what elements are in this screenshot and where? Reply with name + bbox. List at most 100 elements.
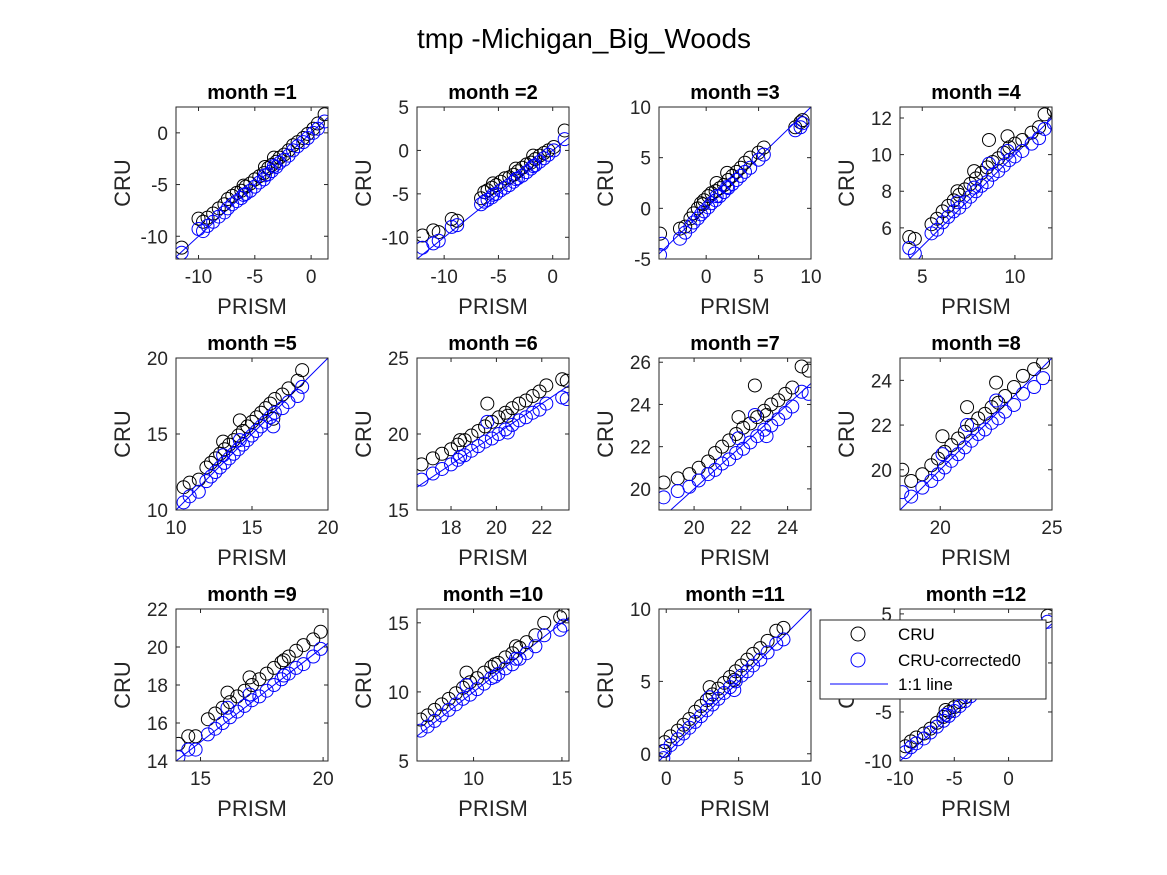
data-point bbox=[785, 399, 800, 414]
one-to-one-line bbox=[670, 382, 811, 510]
data-point bbox=[266, 411, 281, 426]
data-point bbox=[693, 207, 708, 222]
data-point bbox=[487, 657, 502, 672]
data-point bbox=[444, 457, 459, 472]
data-point bbox=[176, 245, 189, 259]
data-point bbox=[266, 150, 281, 165]
data-point bbox=[310, 116, 325, 131]
data-point bbox=[203, 469, 218, 484]
data-point bbox=[697, 204, 712, 219]
data-point bbox=[276, 668, 291, 683]
data-point bbox=[989, 375, 1004, 390]
data-point bbox=[902, 241, 917, 256]
data-point bbox=[557, 123, 569, 138]
y-tick-label: -10 bbox=[865, 752, 892, 773]
data-point bbox=[903, 740, 918, 755]
x-tick-label: -10 bbox=[185, 267, 212, 288]
data-point bbox=[234, 190, 249, 205]
x-tick-label: -10 bbox=[886, 769, 913, 790]
subplot-title: month =4 bbox=[931, 82, 1021, 104]
subplot-month-6: 18 20 22 15 20 25 month =6 PRISM CRU bbox=[351, 333, 570, 570]
data-point bbox=[902, 230, 917, 245]
series-cru-corrected0 bbox=[902, 116, 1052, 259]
one-to-one-line bbox=[417, 616, 569, 737]
x-tick-label: 10 bbox=[800, 267, 821, 288]
data-point bbox=[731, 410, 746, 425]
data-point bbox=[1015, 386, 1030, 401]
data-point bbox=[200, 712, 215, 727]
series-cru-corrected0 bbox=[417, 618, 569, 738]
data-point bbox=[231, 442, 246, 457]
y-tick-label: 10 bbox=[630, 600, 651, 621]
data-point bbox=[417, 723, 428, 738]
axes-box bbox=[658, 608, 812, 762]
data-point bbox=[553, 622, 568, 637]
data-point bbox=[936, 713, 951, 728]
data-point bbox=[984, 415, 999, 430]
data-point bbox=[182, 475, 197, 490]
x-tick-label: 0 bbox=[547, 267, 558, 288]
data-point bbox=[470, 682, 485, 697]
data-point bbox=[539, 396, 554, 411]
data-point bbox=[242, 670, 257, 685]
data-point bbox=[281, 649, 296, 664]
data-point bbox=[702, 680, 717, 695]
plot-area bbox=[659, 107, 811, 259]
data-point bbox=[215, 716, 230, 730]
data-point bbox=[699, 703, 714, 718]
y-tick-label: 24 bbox=[871, 371, 893, 392]
data-point bbox=[480, 396, 495, 411]
subplot-month-4: 5 10 6 8 10 12 month =4 PRISM CRU bbox=[834, 82, 1053, 319]
data-point bbox=[226, 433, 241, 448]
data-point bbox=[463, 687, 478, 702]
data-point bbox=[900, 745, 913, 760]
data-point bbox=[199, 474, 214, 489]
y-tick-label: 5 bbox=[881, 605, 892, 626]
data-point bbox=[281, 381, 296, 396]
data-point bbox=[980, 160, 995, 175]
x-axis-label: PRISM bbox=[700, 294, 770, 319]
data-point bbox=[659, 247, 668, 259]
data-point bbox=[471, 439, 486, 454]
data-point bbox=[971, 427, 986, 441]
y-tick-label: 15 bbox=[147, 425, 168, 446]
data-point bbox=[252, 175, 267, 190]
data-point bbox=[546, 143, 561, 158]
data-point bbox=[188, 742, 203, 757]
data-point bbox=[1000, 143, 1015, 158]
y-tick-label: 5 bbox=[398, 752, 409, 773]
data-point bbox=[935, 204, 950, 219]
data-point bbox=[484, 414, 499, 429]
data-point bbox=[686, 206, 701, 221]
one-to-one-line bbox=[900, 358, 1052, 510]
data-point bbox=[237, 683, 252, 698]
x-axis-label: PRISM bbox=[700, 796, 770, 821]
data-point bbox=[1007, 149, 1022, 164]
data-point bbox=[508, 651, 523, 666]
legend-entry-one-to-one-line: 1:1 line bbox=[830, 675, 953, 694]
data-point bbox=[733, 168, 748, 183]
y-tick-label: -5 bbox=[634, 250, 651, 271]
data-point bbox=[313, 624, 328, 639]
data-point bbox=[788, 120, 803, 135]
data-point bbox=[286, 138, 301, 153]
y-tick-label: 10 bbox=[871, 146, 892, 167]
data-point bbox=[450, 452, 465, 467]
data-point bbox=[208, 706, 223, 721]
data-point bbox=[225, 188, 240, 203]
data-point bbox=[427, 702, 442, 717]
data-point bbox=[941, 704, 956, 719]
data-point bbox=[528, 639, 543, 654]
data-point bbox=[557, 132, 569, 147]
data-point bbox=[1024, 125, 1039, 140]
data-point bbox=[801, 363, 811, 378]
data-point bbox=[556, 609, 569, 622]
series-cru bbox=[902, 107, 1052, 246]
data-point bbox=[727, 683, 742, 698]
data-point bbox=[971, 411, 986, 426]
data-point bbox=[720, 180, 735, 195]
axes-box bbox=[416, 608, 570, 762]
data-point bbox=[203, 455, 218, 470]
legend-marker-cru-corrected bbox=[850, 652, 866, 668]
data-point bbox=[243, 176, 258, 191]
